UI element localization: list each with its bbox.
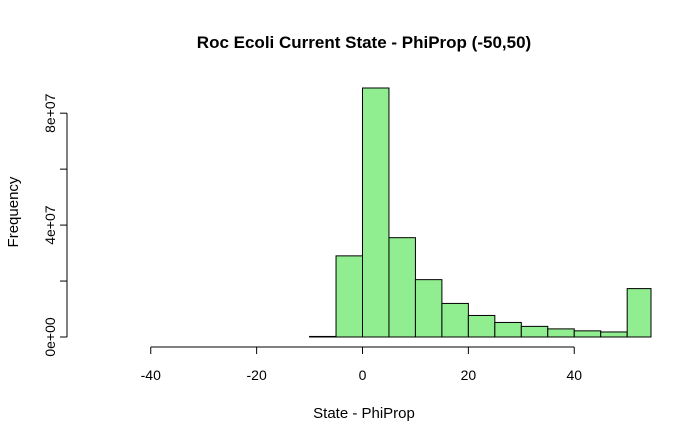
y-axis: 0e+00 4e+07 8e+07 [42, 93, 68, 357]
x-tick-label: 0 [359, 367, 367, 383]
histogram-bar [520, 325, 549, 338]
histogram-bar [467, 314, 496, 338]
histogram-bar [414, 279, 443, 338]
x-tick-label: 40 [566, 367, 582, 383]
histogram-bar [362, 87, 390, 338]
histogram-bar [494, 321, 522, 338]
chart-title: Roc Ecoli Current State - PhiProp (-50,5… [197, 33, 531, 52]
histogram-bar [547, 328, 575, 338]
x-axis: -40 -20 0 20 40 [141, 346, 582, 383]
histogram-bar [388, 237, 416, 338]
x-axis-label: State - PhiProp [313, 405, 415, 422]
y-tick-label: 8e+07 [42, 93, 58, 133]
y-tick-label: 4e+07 [42, 205, 58, 245]
bars-group [309, 87, 652, 338]
x-tick-label: -20 [247, 367, 267, 383]
x-tick-label: 20 [461, 367, 477, 383]
histogram-bar [600, 331, 628, 338]
histogram-bar [309, 335, 337, 338]
y-tick-label: 0e+00 [42, 317, 58, 357]
histogram-bar [441, 302, 469, 338]
histogram-bar [573, 330, 602, 338]
x-tick-label: -40 [141, 367, 161, 383]
histogram-bar [335, 255, 363, 338]
y-axis-label: Frequency [5, 176, 22, 247]
histogram-bar [626, 288, 652, 338]
